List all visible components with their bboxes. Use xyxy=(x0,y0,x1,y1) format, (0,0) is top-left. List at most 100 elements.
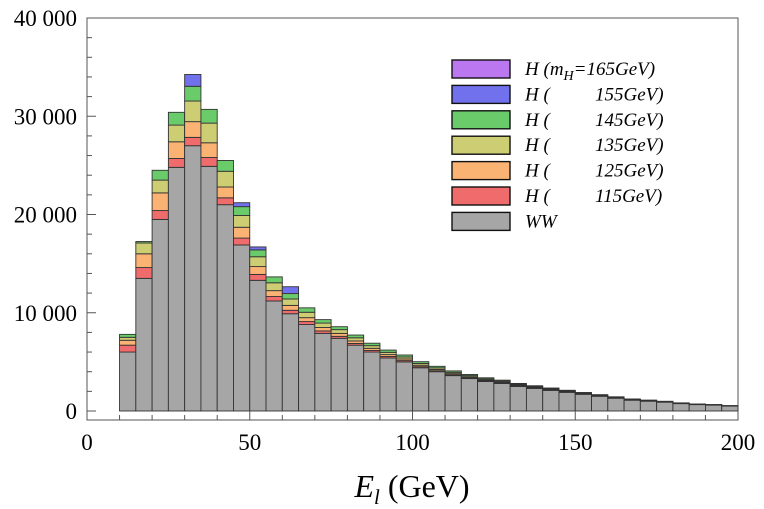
bar-h-135gev--bin-15 xyxy=(135,242,153,255)
bar-h-115gev--bin-10 xyxy=(119,344,137,353)
bar-ww-bin-20 xyxy=(151,218,169,412)
bar-h-145gev--bin-130 xyxy=(509,382,527,385)
bar-ww-bin-90 xyxy=(379,357,397,412)
bar-ww-bin-140 xyxy=(542,389,560,412)
bar-h-145gev--bin-75 xyxy=(330,326,348,331)
bar-ww-bin-65 xyxy=(298,324,316,412)
bar-h-125gev--bin-20 xyxy=(151,192,169,212)
bar-h-135gev--bin-25 xyxy=(167,124,186,143)
x-axis-symbol: E xyxy=(353,468,374,504)
bar-h-135gev--bin-80 xyxy=(346,337,365,342)
bar-h-155gev--bin-30 xyxy=(184,74,202,87)
bar-h-115gev--bin-55 xyxy=(265,296,283,302)
bar-h-145gev--bin-20 xyxy=(151,169,169,181)
bar-ww-bin-70 xyxy=(314,332,332,412)
bar-ww-bin-100 xyxy=(412,367,430,412)
bar-ww-bin-195 xyxy=(721,405,739,412)
x-axis-ticks: 0 50 100 150 200 xyxy=(81,411,755,455)
legend-label: H (145GeV) xyxy=(524,110,664,131)
bar-h-115gev--bin-15 xyxy=(135,267,153,279)
bar-h-115gev--bin-45 xyxy=(233,237,251,246)
bar-ww-bin-85 xyxy=(363,351,381,412)
bar-h-145gev--bin-85 xyxy=(363,342,381,347)
bar-h-145gev--bin-50 xyxy=(249,249,267,258)
bar-ww-bin-55 xyxy=(265,300,283,412)
bar-h-145gev--bin-145 xyxy=(558,389,576,392)
x-axis-subscript: l xyxy=(374,485,380,509)
bar-h-145gev--bin-60 xyxy=(281,293,300,300)
bar-ww-bin-155 xyxy=(591,395,609,412)
bar-ww-bin-15 xyxy=(135,277,153,412)
y-tick-label: 40 000 xyxy=(14,6,77,31)
bar-ww-bin-110 xyxy=(444,375,462,412)
bar-h-115gev--bin-60 xyxy=(281,309,300,315)
bar-ww-bin-190 xyxy=(705,404,723,412)
bar-h-115gev--bin-20 xyxy=(151,210,169,220)
bar-h-145gev--bin-150 xyxy=(574,392,592,394)
bar-ww-bin-80 xyxy=(346,344,365,412)
bar-ww-bin-150 xyxy=(574,393,592,412)
bar-ww-bin-180 xyxy=(672,403,690,412)
bar-ww-bin-115 xyxy=(460,378,479,412)
bar-ww-bin-45 xyxy=(233,244,251,412)
bar-ww-bin-160 xyxy=(607,397,625,412)
bar-h-115gev--bin-50 xyxy=(249,273,267,281)
legend-swatch xyxy=(451,84,511,105)
bar-ww-bin-35 xyxy=(200,165,218,412)
legend-swatch xyxy=(451,211,511,232)
legend-swatch xyxy=(451,135,511,155)
legend-label: H (115GeV) xyxy=(524,186,662,207)
bar-h-135gev--bin-50 xyxy=(249,256,267,268)
bar-h-135gev--bin-20 xyxy=(151,179,169,194)
bar-h-145gev--bin-55 xyxy=(265,276,283,284)
bar-h-145gev--bin-25 xyxy=(167,111,186,126)
bar-h-145gev--bin-125 xyxy=(493,379,511,382)
bar-h-145gev--bin-35 xyxy=(200,108,218,124)
bar-h-125gev--bin-35 xyxy=(200,142,218,158)
y-tick-label: 30 000 xyxy=(14,104,77,129)
bar-h-145gev--bin-70 xyxy=(314,319,332,324)
bar-h-135gev--bin-65 xyxy=(298,311,316,319)
legend-label: H (125GeV) xyxy=(524,161,664,182)
bar-ww-bin-135 xyxy=(525,387,544,412)
bar-h-125gev--bin-30 xyxy=(184,121,202,138)
bar-h-145gev--bin-30 xyxy=(184,85,202,102)
bar-h-145gev--bin-10 xyxy=(119,333,137,338)
bar-h-125gev--bin-60 xyxy=(281,304,300,311)
bar-h-135gev--bin-30 xyxy=(184,100,202,123)
bar-h-115gev--bin-30 xyxy=(184,136,202,147)
bar-ww-bin-145 xyxy=(558,391,576,412)
bar-h-145gev--bin-80 xyxy=(346,334,365,339)
bar-h-125gev--bin-15 xyxy=(135,253,153,269)
legend-label: WW xyxy=(525,211,559,232)
bar-ww-bin-25 xyxy=(167,166,186,412)
bar-h-125gev--bin-10 xyxy=(119,339,137,346)
bar-ww-bin-105 xyxy=(428,371,446,412)
bar-ww-bin-40 xyxy=(216,204,234,412)
y-tick-label: 0 xyxy=(66,399,78,424)
x-tick-label: 50 xyxy=(238,430,261,455)
legend: H (mH=165GeV)H (155GeV) H (145GeV) H (135G… xyxy=(451,59,664,232)
x-axis-unit: (GeV) xyxy=(388,468,470,504)
bar-h-115gev--bin-35 xyxy=(200,157,218,167)
bar-ww-bin-175 xyxy=(656,401,674,412)
bar-ww-bin-120 xyxy=(477,381,495,412)
x-tick-label: 100 xyxy=(395,430,430,455)
legend-swatch xyxy=(451,160,511,181)
bar-ww-bin-30 xyxy=(184,145,202,412)
bar-h-155gev--bin-60 xyxy=(281,286,300,295)
y-axis-ticks: 0 10 000 20 000 30 000 40 000 xyxy=(14,6,96,424)
bar-ww-bin-170 xyxy=(639,400,658,412)
bar-h-145gev--bin-100 xyxy=(412,361,430,364)
bar-h-145gev--bin-45 xyxy=(233,206,251,216)
bar-h-135gev--bin-70 xyxy=(314,322,332,328)
bar-h-115gev--bin-40 xyxy=(216,197,234,206)
bar-h-135gev--bin-55 xyxy=(265,282,283,292)
bar-ww-bin-95 xyxy=(395,361,413,412)
bar-ww-bin-125 xyxy=(493,383,511,412)
y-tick-label: 20 000 xyxy=(14,203,77,228)
bar-h-155gev--bin-50 xyxy=(249,246,267,251)
histogram-bars xyxy=(119,74,739,412)
legend-label: H (155GeV) xyxy=(524,84,664,105)
